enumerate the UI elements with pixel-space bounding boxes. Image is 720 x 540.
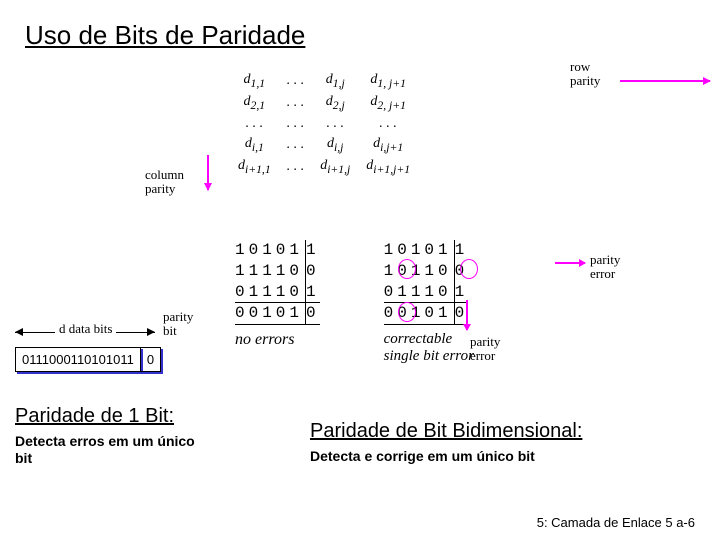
parity-error-row-label: parityerror bbox=[590, 253, 620, 282]
parity-bit-box: 0 bbox=[141, 347, 161, 372]
row-parity-error-circle bbox=[460, 259, 478, 279]
example-with-error: 101011 101100 011101 001010 correctables… bbox=[384, 240, 474, 365]
slide-title: Uso de Bits de Paridade bbox=[25, 20, 305, 51]
slide-footer: 5: Camada de Enlace 5 a-6 bbox=[537, 515, 695, 530]
column-parity-label: columnparity bbox=[145, 168, 184, 197]
parity-error-row-arrow bbox=[555, 262, 585, 264]
subtext-1bit-parity: Detecta erros em um único bit bbox=[15, 433, 215, 467]
heading-1bit-parity: Paridade de 1 Bit: bbox=[15, 405, 174, 428]
heading-2d-parity: Paridade de Bit Bidimensional: bbox=[310, 420, 582, 443]
example-no-errors: 101011 111100 011101 001010 no errors bbox=[235, 240, 320, 349]
column-parity-arrow bbox=[207, 155, 209, 190]
parity-matrix: d1,1 . . . d1,j d1, j+1 d2,1 . . . d2,j … bbox=[230, 70, 418, 178]
single-parity-diagram: d data bits paritybit 0111000110101011 0 bbox=[15, 310, 193, 372]
data-bits-box: 0111000110101011 bbox=[15, 347, 141, 372]
parity-error-col-arrow bbox=[466, 300, 468, 330]
subtext-2d-parity: Detecta e corrige em um único bit bbox=[310, 448, 535, 464]
row-parity-label: rowparity bbox=[570, 60, 600, 89]
col-parity-error-circle bbox=[398, 302, 416, 322]
error-bit-circle bbox=[398, 259, 416, 279]
row-parity-arrow bbox=[620, 80, 710, 82]
parity-error-col-label: parityerror bbox=[470, 335, 500, 364]
